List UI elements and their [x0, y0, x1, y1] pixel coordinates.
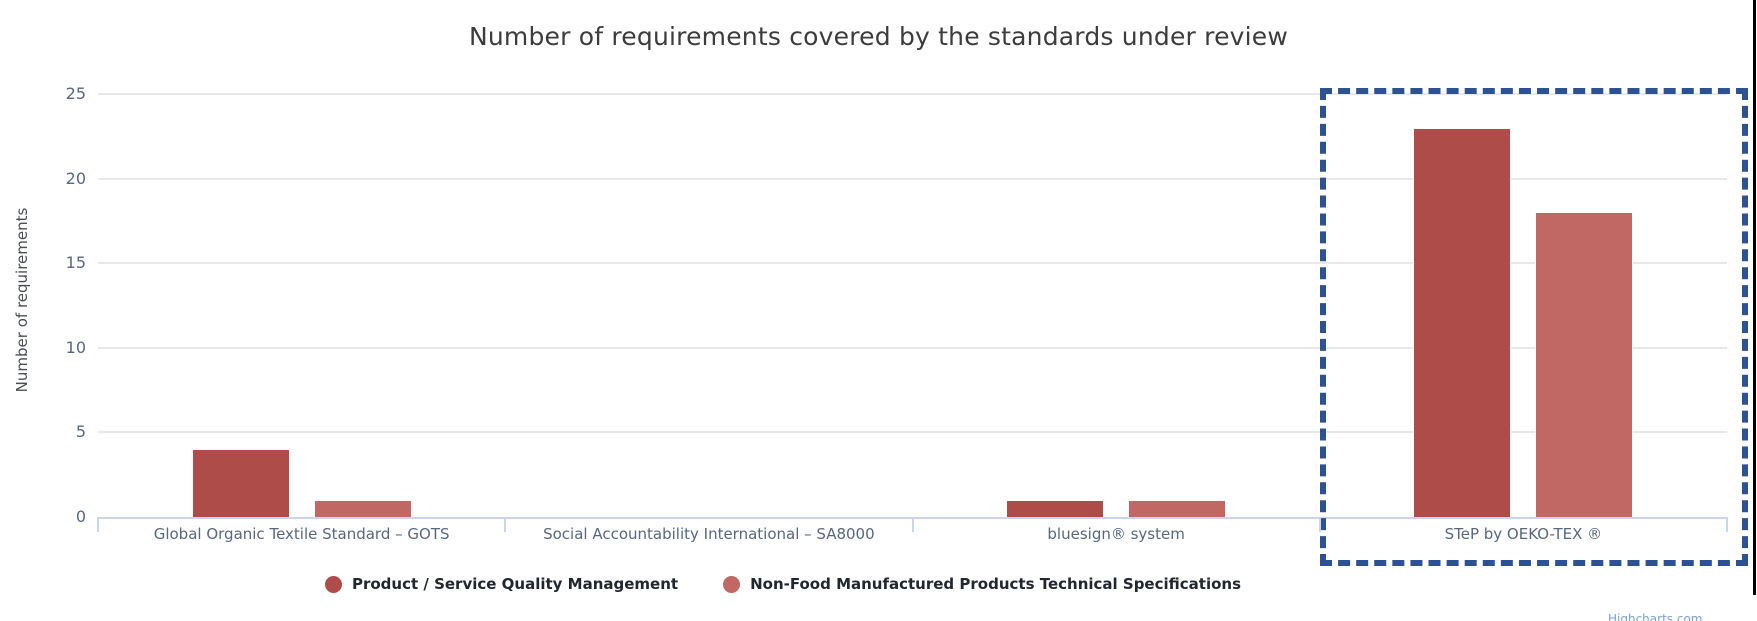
- y-tick-label: 0: [75, 507, 86, 526]
- x-axis-label: Global Organic Textile Standard – GOTS: [153, 525, 450, 543]
- legend-label: Non-Food Manufactured Products Technical…: [750, 575, 1241, 593]
- window-edge-line: [1753, 0, 1756, 595]
- legend-item[interactable]: Product / Service Quality Management: [324, 575, 679, 593]
- y-tick-label: 10: [65, 337, 86, 357]
- legend-marker-icon: [723, 575, 741, 593]
- x-axis-tick: [911, 517, 914, 532]
- y-tick-label: 5: [75, 422, 86, 442]
- chart-title: Number of requirements covered by the st…: [468, 22, 1289, 51]
- legend-marker-icon: [324, 575, 342, 593]
- plot-area: [98, 93, 1727, 519]
- x-axis-label: Social Accountability International – SA…: [543, 525, 875, 543]
- x-axis-label: STeP by OEKO-TEX ®: [1444, 525, 1603, 543]
- gridline: [98, 177, 1727, 180]
- y-tick-label: 25: [65, 84, 86, 103]
- x-axis-label: bluesign® system: [1047, 525, 1185, 543]
- gridline: [98, 431, 1727, 434]
- bar[interactable]: [1128, 500, 1227, 517]
- gridline: [98, 93, 1727, 95]
- bar[interactable]: [313, 500, 412, 517]
- x-axis-tick: [1726, 517, 1728, 532]
- y-tick-label: 20: [65, 168, 86, 188]
- x-axis-tick: [1318, 517, 1321, 532]
- legend-label: Product / Service Quality Management: [351, 575, 679, 593]
- bar[interactable]: [191, 449, 290, 517]
- y-tick-label: 15: [65, 253, 86, 273]
- bar[interactable]: [1413, 127, 1512, 517]
- gridline: [98, 346, 1727, 349]
- credits-link[interactable]: Highcharts.com: [1608, 612, 1703, 621]
- x-axis-tick: [97, 517, 99, 532]
- y-axis-title: Number of requirements: [13, 207, 31, 393]
- legend-item[interactable]: Non-Food Manufactured Products Technical…: [723, 575, 1241, 593]
- bar[interactable]: [1535, 212, 1634, 517]
- bar[interactable]: [1006, 500, 1105, 517]
- legend: Product / Service Quality Management Non-…: [0, 575, 1566, 593]
- gridline: [98, 262, 1727, 265]
- x-axis-tick: [504, 517, 507, 532]
